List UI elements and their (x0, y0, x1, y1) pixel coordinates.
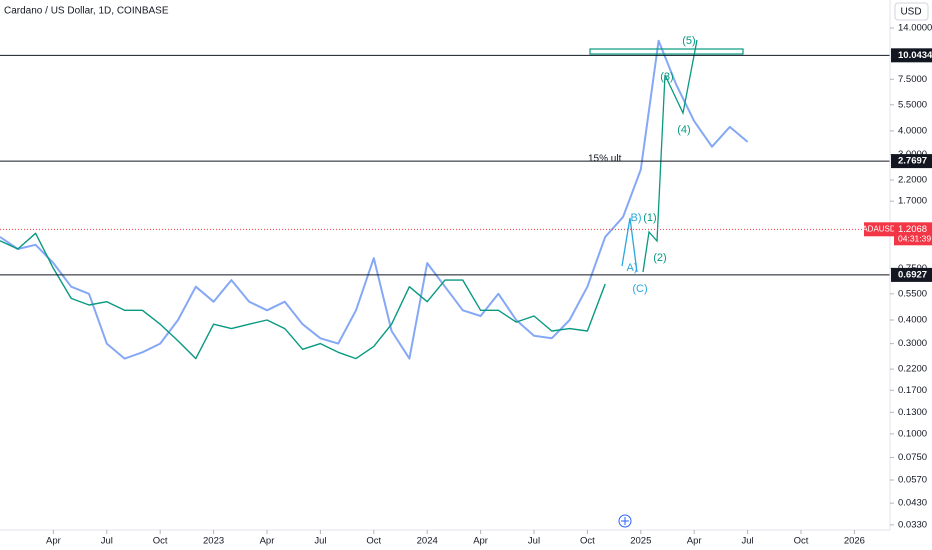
symbol-box (864, 222, 894, 237)
wave-label: (4) (677, 124, 690, 136)
x-tick-label: Jul (528, 536, 540, 547)
price-box (894, 222, 932, 246)
level-label: 2.7697 (898, 156, 927, 167)
currency-label[interactable]: USD (900, 7, 921, 18)
y-tick-label: 0.3000 (898, 338, 927, 349)
wave-label: (5) (682, 35, 695, 47)
x-tick-label: 2025 (630, 536, 651, 547)
x-tick-label: 2026 (844, 536, 865, 547)
y-tick-label: 1.7000 (898, 196, 927, 207)
x-tick-label: 2023 (203, 536, 224, 547)
level-label: 0.6927 (898, 269, 927, 280)
level-label: 10.0434 (898, 50, 932, 61)
x-tick-label: 2024 (417, 536, 438, 547)
price-label: 1.2068 (898, 224, 927, 235)
event-icon[interactable] (621, 517, 629, 525)
axes: 14.00007.50005.50004.00003.00002.20001.7… (46, 23, 932, 547)
wave-label: (C) (632, 283, 647, 295)
y-tick-label: 0.0750 (898, 452, 927, 463)
price-line (0, 39, 749, 360)
y-tick-label: 7.5000 (898, 74, 927, 85)
x-tick-label: Oct (580, 536, 595, 547)
y-tick-label: 0.1000 (898, 428, 927, 439)
y-tick-label: 0.0330 (898, 519, 927, 530)
x-tick-label: Apr (260, 536, 275, 547)
level-note: 15% ult (588, 154, 622, 165)
x-tick-label: Jul (101, 536, 113, 547)
wave-label: A) (627, 262, 638, 274)
x-tick-label: Oct (794, 536, 809, 547)
x-tick-label: Jul (314, 536, 326, 547)
y-tick-label: 2.2000 (898, 175, 927, 186)
x-tick-label: Apr (473, 536, 488, 547)
wave-label: (3) (660, 71, 673, 83)
y-tick-label: 0.1700 (898, 385, 927, 396)
x-tick-label: Jul (742, 536, 754, 547)
price-line (0, 232, 606, 360)
level-label-box (891, 154, 932, 169)
wave-line (642, 39, 698, 273)
y-tick-label: 0.2200 (898, 364, 927, 375)
countdown-label: 04:31:39 (898, 234, 931, 244)
plot-area (0, 39, 749, 360)
wave-label: (2) (653, 252, 666, 264)
y-tick-label: 0.4000 (898, 315, 927, 326)
symbol-label: ADAUSD (862, 224, 896, 233)
x-tick-label: Apr (687, 536, 702, 547)
wave-label: B) (631, 212, 642, 224)
y-tick-label: 0.0430 (898, 498, 927, 509)
chart-title: Cardano / US Dollar, 1D, COINBASE (4, 6, 169, 17)
y-tick-label: 0.1300 (898, 407, 927, 418)
x-tick-label: Oct (366, 536, 381, 547)
x-tick-label: Apr (46, 536, 61, 547)
y-tick-label: 0.5500 (898, 288, 927, 299)
target-box (589, 48, 744, 55)
y-tick-label: 14.0000 (898, 23, 932, 34)
level-label-box (891, 267, 932, 282)
level-label-box (891, 48, 932, 63)
x-tick-label: Oct (153, 536, 168, 547)
overlay: 15% ult (5) (3) (4) (1) (2) B) A) (C) (0, 35, 890, 295)
y-tick-label: 0.0570 (898, 475, 927, 486)
currency-button[interactable] (894, 2, 929, 21)
y-tick-label: 4.0000 (898, 125, 927, 136)
event-icon[interactable] (618, 514, 632, 528)
y-tick-label: 5.5000 (898, 99, 927, 110)
wave-line (621, 217, 638, 273)
wave-label: (1) (643, 212, 656, 224)
